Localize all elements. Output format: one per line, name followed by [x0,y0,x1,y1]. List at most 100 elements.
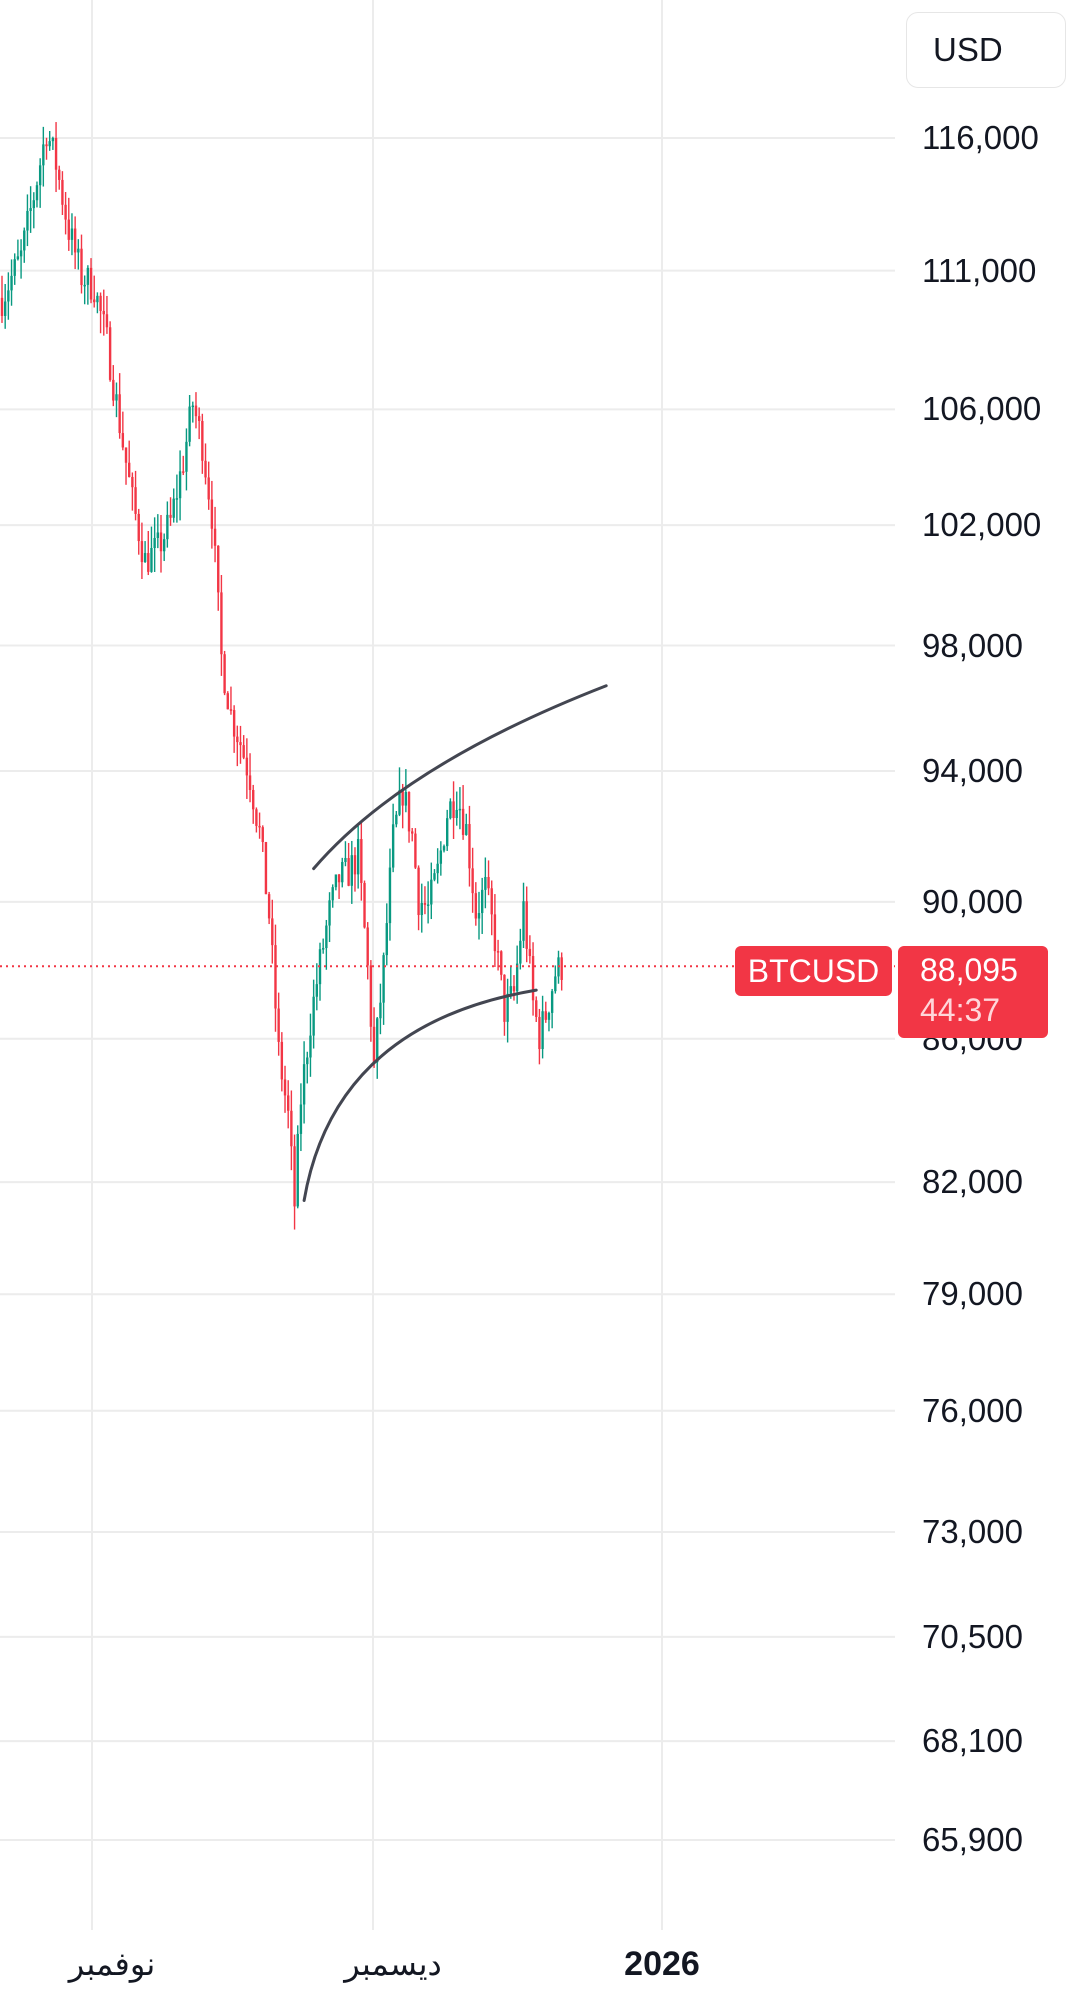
candle-body [528,948,532,957]
candle-body [229,709,233,711]
currency-label: USD [933,31,1003,68]
candle-body [535,1000,538,1017]
candle-body [436,863,439,874]
candle-body [48,141,51,147]
candle-body [363,882,366,928]
candle-body [159,532,163,552]
candle-body [153,538,156,549]
candle-body [188,406,191,442]
price-tick-label: 73,000 [922,1513,1023,1550]
time-tick-label: ديسمبر [344,1946,442,1982]
price-tick-label: 65,900 [922,1821,1023,1858]
candle-body [131,476,134,488]
candle-body [64,204,67,220]
candle-body [293,1146,296,1207]
candle-body [213,528,217,546]
candle-body [267,894,271,919]
symbol-label: BTCUSD [747,952,880,989]
candle-body [232,710,236,737]
candle-body [458,808,462,811]
price-tick-label: 82,000 [922,1163,1023,1201]
candle-body [197,416,201,421]
candle-body [538,1016,541,1050]
candle-body [439,850,443,864]
candle-body [382,955,385,1003]
candle-body [360,839,363,883]
candle-body [328,900,331,926]
candle-body [423,903,427,905]
candle-body [67,219,70,240]
candle-body [150,548,153,572]
candle-body [201,420,204,461]
candle-body [61,179,64,205]
price-tick-label: 111,000 [922,251,1037,289]
candle-body [51,138,55,142]
trendlines[interactable] [302,684,608,1202]
candle-body [347,858,350,886]
candle-body [156,532,160,539]
candle-body [430,879,433,905]
candle-body [512,986,516,992]
candle-body [108,327,112,380]
currency-selector[interactable]: USD [906,12,1066,88]
candle-body [124,447,128,463]
candle-body [455,809,458,818]
candle-body [506,993,509,1022]
candle-body [115,394,118,401]
candle-body [112,379,115,401]
candle-body [376,1018,379,1063]
candle-body [271,918,274,946]
candle-body [261,827,264,843]
price-tick-label: 102,000 [922,506,1042,544]
candle-body [474,893,478,919]
candle-body [433,873,436,880]
candle-body [58,169,61,180]
candle-body [86,267,90,285]
candle-body [503,974,506,1022]
candle-body [401,790,404,806]
candle-body [102,310,105,315]
candle-body [541,1011,544,1050]
candle-body [121,433,125,448]
trendline-lower[interactable] [302,988,538,1202]
candle-body [16,256,20,260]
trendline-upper[interactable] [312,684,608,871]
candle-body [255,809,258,826]
candle-body [325,925,328,949]
candle-body [73,228,77,253]
candle-body [162,539,166,552]
candle-body [461,808,465,835]
candle-body [449,801,452,819]
price-tick-label: 106,000 [922,390,1042,428]
candle-body [96,295,99,303]
price-tick-label: 76,000 [922,1391,1023,1429]
candle-body [140,541,144,563]
candle-body [509,986,512,994]
candle-body [372,1026,376,1063]
candle-body [169,514,172,518]
candle-body [134,487,137,514]
candle-body [426,904,430,906]
candle-body [442,846,446,851]
candle-body [220,592,223,655]
candle-body [35,185,39,201]
candle-body [477,913,481,919]
candle-body [350,855,353,886]
price-tick-label: 79,000 [922,1275,1023,1313]
candle-body [277,1008,280,1042]
price-tick-label: 90,000 [922,882,1023,920]
candle-body [166,514,169,540]
candle-body [519,940,522,964]
candle-body [312,996,315,1036]
candle-body [554,976,557,992]
candle-body [7,290,10,302]
candle-body [239,742,242,746]
candle-body [13,259,16,276]
candle-body [172,498,175,518]
candle-body [452,801,455,818]
candle-body [446,818,449,847]
candle-body [299,1104,303,1134]
candle-body [26,210,29,231]
candle-body [10,275,13,291]
